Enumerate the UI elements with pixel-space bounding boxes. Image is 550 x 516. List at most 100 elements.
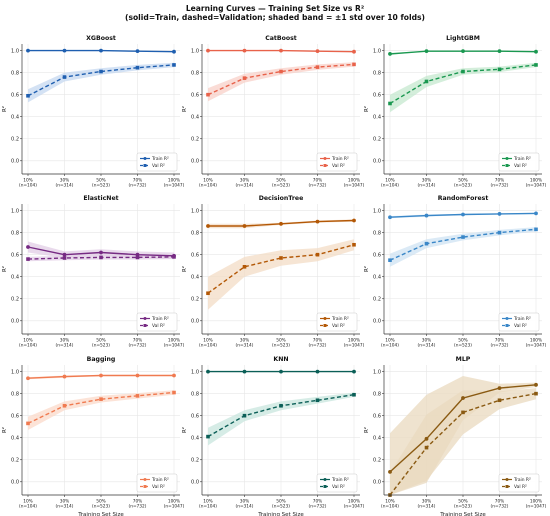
y-tick-label: 1.0: [191, 208, 199, 214]
val-line: [207, 63, 355, 96]
legend-train-marker: [505, 157, 509, 160]
legend-train-marker: [323, 478, 327, 481]
y-tick-label: 0.6: [11, 92, 19, 98]
y-tick-label: 0.2: [373, 297, 381, 303]
train-point: [206, 224, 210, 228]
train-point: [534, 211, 538, 216]
y-tick-label: 0.2: [191, 137, 199, 143]
legend-train-marker: [505, 317, 509, 320]
x-tick-label-n: (n=314): [236, 504, 254, 510]
x-tick-label: 10%: [385, 338, 395, 344]
x-tick-label: 10%: [23, 178, 33, 184]
x-tick-label-n: (n=732): [309, 183, 327, 189]
val-point: [135, 394, 140, 398]
val-line: [207, 244, 355, 294]
val-point: [26, 93, 30, 98]
x-tick-label-n: (n=732): [491, 183, 509, 189]
train-point: [206, 369, 210, 374]
x-tick-label-n: (n=732): [491, 504, 509, 510]
y-tick-label: 0.0: [11, 159, 19, 165]
y-tick-label: 0.8: [11, 70, 19, 76]
legend-train-marker: [323, 157, 327, 160]
panel-title: RandomForest: [438, 195, 489, 202]
x-tick-label: 10%: [23, 499, 33, 505]
legend-box: [498, 152, 540, 172]
x-tick-label-n: (n=523): [454, 504, 472, 510]
y-tick-label: 0.4: [373, 115, 381, 121]
x-tick-label: 30%: [240, 338, 250, 344]
x-tick-label-n: (n=314): [418, 504, 436, 510]
train-point: [62, 252, 67, 257]
val-point: [26, 257, 30, 261]
y-axis-label: R²: [181, 106, 188, 112]
y-tick-label: 0.6: [11, 413, 19, 419]
val-point: [62, 256, 67, 260]
legend-train-marker: [143, 317, 147, 320]
legend-train-label: Train R²: [151, 156, 169, 162]
val-std-band: [390, 227, 536, 267]
panel-title: LightGBM: [446, 35, 480, 42]
x-tick-label-n: (n=523): [92, 504, 110, 510]
val-point: [242, 76, 247, 80]
x-tick-label-n: (n=314): [236, 183, 254, 189]
train-point: [99, 48, 103, 53]
train-point: [424, 49, 429, 54]
val-point: [315, 252, 320, 257]
x-tick-label-n: (n=732): [309, 504, 327, 510]
val-std-band: [208, 239, 354, 310]
x-tick-label-n: (n=732): [129, 183, 147, 189]
y-tick-label: 0.8: [373, 230, 381, 236]
val-point: [424, 241, 429, 246]
val-point: [99, 69, 103, 74]
legend-box: [498, 312, 540, 332]
val-point: [279, 69, 283, 74]
y-tick-label: 0.4: [191, 115, 199, 121]
legend-train-label: Train R²: [513, 156, 531, 162]
train-point: [26, 245, 30, 249]
val-point: [172, 255, 176, 259]
legend-train-label: Train R²: [513, 477, 531, 483]
x-tick-label: 50%: [96, 178, 106, 184]
val-std-band: [28, 62, 174, 103]
legend-val-marker: [143, 164, 147, 167]
y-tick-label: 0.0: [373, 480, 381, 486]
train-point: [279, 48, 283, 53]
val-point: [279, 403, 283, 408]
legend-train-label: Train R²: [151, 316, 169, 322]
legend-val-label: Val R²: [514, 323, 527, 329]
x-tick-label: 70%: [133, 499, 143, 505]
val-point: [534, 391, 538, 396]
legend-train-label: Train R²: [331, 477, 349, 483]
x-tick-label-n: (n=104): [381, 343, 399, 349]
x-tick-label: 30%: [422, 338, 432, 344]
train-point: [424, 213, 429, 218]
legend-val-label: Val R²: [152, 323, 165, 329]
x-tick-label-n: (n=1047): [526, 504, 547, 510]
val-point: [172, 63, 176, 67]
train-point: [497, 49, 502, 54]
y-tick-label: 0.6: [373, 413, 381, 419]
panel-title: Bagging: [87, 356, 116, 363]
x-tick-label-n: (n=104): [199, 183, 217, 189]
x-tick-label-n: (n=523): [454, 343, 472, 349]
x-tick-label: 100%: [530, 338, 542, 344]
x-tick-label-n: (n=1047): [344, 504, 365, 510]
x-tick-label: 70%: [313, 178, 323, 184]
val-point: [461, 235, 465, 239]
val-point: [315, 65, 320, 69]
val-point: [497, 67, 502, 72]
x-tick-label: 100%: [168, 338, 180, 344]
x-tick-label-n: (n=523): [92, 183, 110, 189]
x-tick-label-n: (n=732): [129, 343, 147, 349]
x-tick-label-n: (n=732): [491, 343, 509, 349]
val-point: [461, 410, 465, 415]
y-axis-label: R²: [1, 266, 8, 272]
train-point: [99, 250, 103, 255]
train-point: [315, 49, 320, 54]
x-tick-label: 50%: [276, 499, 286, 505]
train-point: [279, 221, 283, 226]
val-line: [27, 64, 175, 97]
y-tick-label: 1.0: [373, 48, 381, 54]
x-tick-label-n: (n=1047): [164, 183, 185, 189]
y-tick-label: 0.8: [373, 391, 381, 397]
